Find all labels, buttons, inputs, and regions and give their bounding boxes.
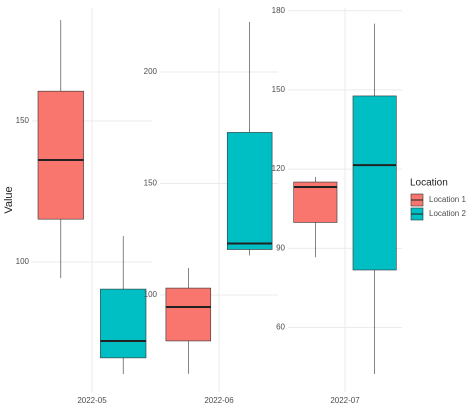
y-tick-label: 150 xyxy=(16,116,30,125)
y-tick-label: 100 xyxy=(16,257,30,266)
x-tick-label: 2022-05 xyxy=(77,396,107,405)
legend-title: Location xyxy=(410,178,448,189)
box xyxy=(226,132,273,250)
y-tick-label: 180 xyxy=(272,6,286,15)
legend-label: Location 1 xyxy=(429,195,466,204)
legend-label: Location 2 xyxy=(429,209,466,218)
x-tick-label: 2022-07 xyxy=(330,396,360,405)
y-tick-label: 90 xyxy=(276,243,285,252)
y-tick-label: 150 xyxy=(272,85,286,94)
y-tick-label: 120 xyxy=(272,164,286,173)
box xyxy=(352,95,397,271)
y-tick-label: 60 xyxy=(276,323,285,332)
box xyxy=(165,287,212,342)
y-axis-label: Value xyxy=(3,186,15,213)
y-tick-label: 200 xyxy=(144,67,158,76)
y-tick-label: 150 xyxy=(144,179,158,188)
y-tick-label: 100 xyxy=(144,290,158,299)
box xyxy=(100,288,147,359)
box xyxy=(37,90,84,220)
x-tick-label: 2022-06 xyxy=(204,396,234,405)
box xyxy=(293,181,338,223)
